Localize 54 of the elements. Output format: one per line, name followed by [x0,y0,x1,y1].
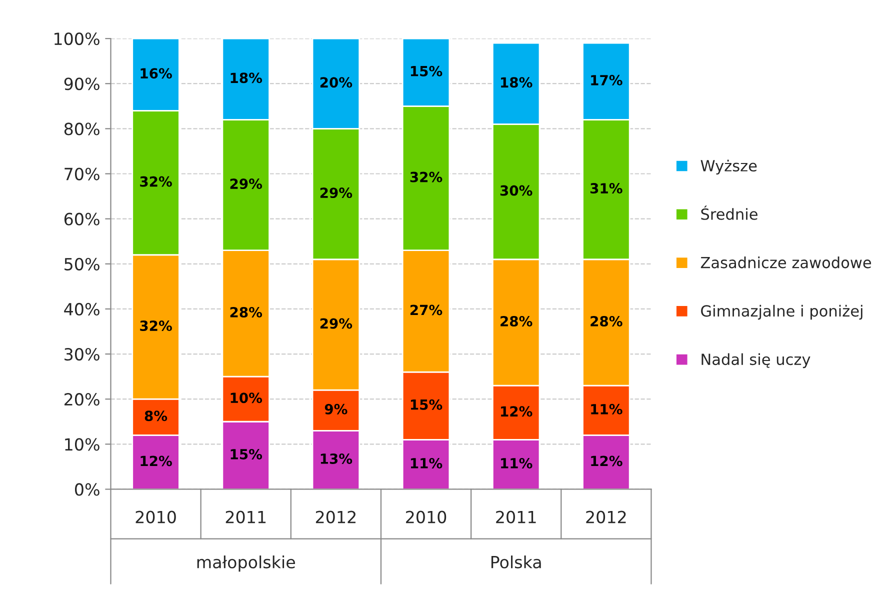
x-tick-label: 2010 [406,510,446,524]
data-label: 11% [410,458,442,468]
x-tick-label: 2011 [226,510,266,524]
data-label: 32% [140,176,172,187]
y-tick-label: 40% [64,302,100,316]
data-label: 17% [591,74,622,86]
y-tick-label: 80% [64,122,100,136]
x-tick-label: 2010 [136,510,176,524]
legend-label: Nadal się uczy [702,353,810,368]
data-label: 13% [320,453,352,464]
data-label: 10% [230,392,262,404]
data-label: 31% [590,183,622,194]
data-label: 12% [591,456,622,466]
y-tick-label: 50% [64,258,100,270]
data-label: 28% [590,316,622,327]
data-label: 28% [230,306,262,318]
data-label: 32% [140,320,172,332]
x-tick-label: 2011 [496,510,536,524]
legend-label: Gimnazjalne i poniżej [701,304,862,320]
data-label: 28% [500,316,532,327]
data-label: 11% [501,458,532,468]
y-tick-label: 30% [64,348,100,361]
data-label: 9% [324,404,348,414]
data-label: 20% [320,77,352,88]
y-tick-label: 20% [64,393,100,406]
legend-label: Średnie [701,206,758,220]
legend-label: Wyższe [700,160,757,174]
x-tick-label: 2012 [586,510,626,524]
data-label: 30% [500,185,532,196]
legend-label: Zasadnicze zawodowe [700,256,872,268]
data-label: 15% [410,399,442,410]
data-label: 18% [230,72,262,84]
data-label: 15% [230,448,262,460]
data-label: 29% [230,178,262,190]
data-label: 18% [501,77,532,88]
y-tick-label: 60% [64,212,100,226]
text: Polska [491,556,541,568]
y-tick-label: 90% [64,78,100,90]
data-label: 8% [144,410,168,422]
data-label: 29% [320,188,352,198]
data-label: 32% [410,172,442,182]
x-tick-label: 2012 [316,510,356,524]
data-label: 27% [410,304,442,316]
data-label: 16% [140,68,172,79]
data-label: 12% [140,456,172,466]
data-label: 15% [410,66,442,76]
data-label: 12% [501,406,532,417]
y-tick-label: 0% [74,483,100,496]
y-tick-label: 70% [64,168,100,180]
data-label: 11% [591,404,622,414]
y-tick-label: 100% [54,32,100,46]
y-tick-label: 10% [65,438,100,451]
data-label: 29% [320,318,352,329]
text: małopolskie [197,556,295,572]
